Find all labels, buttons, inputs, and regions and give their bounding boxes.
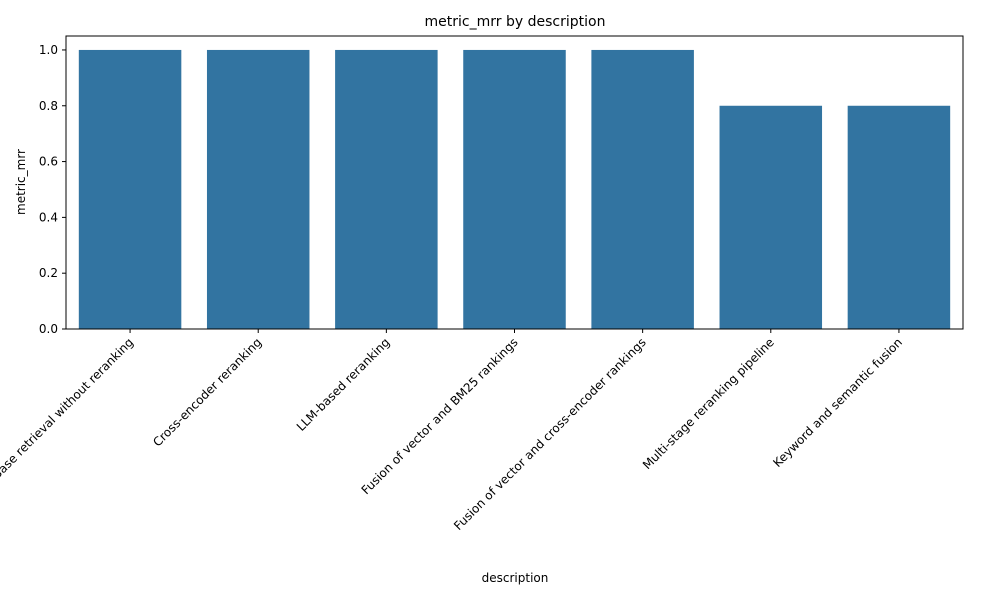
y-tick-label: 0.2 — [39, 266, 58, 280]
bar-2 — [206, 49, 310, 329]
bar-4 — [463, 49, 566, 329]
y-tick-label: 0.4 — [39, 210, 58, 224]
bar-3 — [335, 49, 438, 329]
bars-group — [78, 49, 951, 329]
y-tick-label: 0.6 — [39, 155, 58, 169]
bar-5 — [591, 49, 694, 329]
bar-1 — [78, 49, 182, 329]
x-axis-label: description — [482, 571, 549, 585]
y-axis: 0.0 0.2 0.4 0.6 0.8 1.0 — [39, 43, 66, 336]
chart-title: metric_mrr by description — [425, 14, 606, 30]
bar-6 — [719, 105, 823, 329]
x-axis: Base retrieval without reranking Cross-en… — [0, 329, 905, 533]
x-tick-label: Fusion of vector and BM25 rankings — [359, 335, 521, 497]
y-tick-label: 0.8 — [39, 99, 58, 113]
x-tick-label: Multi-stage reranking pipeline — [640, 335, 777, 472]
plot-frame — [65, 35, 964, 330]
y-tick-label: 1.0 — [39, 43, 58, 57]
bar-7 — [847, 105, 951, 329]
x-tick-label: Keyword and semantic fusion — [770, 335, 905, 470]
x-tick-label: LLM-based reranking — [294, 335, 393, 434]
y-tick-label: 0.0 — [39, 322, 58, 336]
x-tick-label: Base retrieval without reranking — [0, 335, 136, 482]
y-axis-label: metric_mrr — [14, 149, 28, 215]
x-tick-label: Cross-encoder reranking — [150, 335, 264, 449]
